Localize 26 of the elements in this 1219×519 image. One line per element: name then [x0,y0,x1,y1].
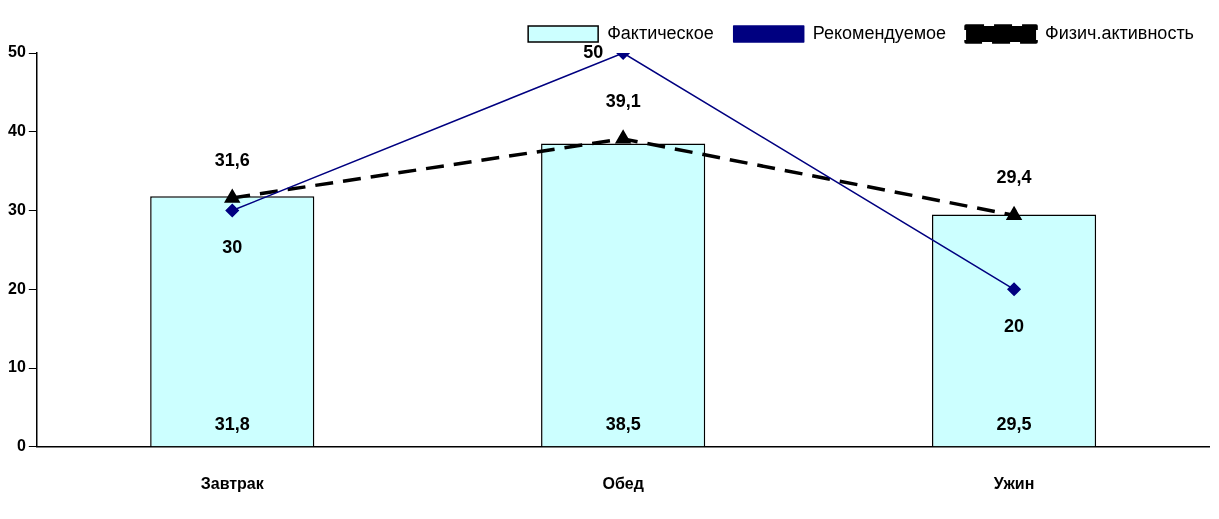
point [1007,207,1021,220]
y-tick-label: 0 [16,437,26,455]
data-label: 38,5 [605,413,641,434]
y-tick-label: 40 [8,122,26,140]
x-tick-label: Обед [602,474,644,492]
data-label: 20 [1004,316,1025,337]
data-label: 50 [583,41,604,62]
y-tick-label: 20 [8,279,26,297]
data-label: 31,6 [214,149,250,170]
x-tick-label: Завтрак [200,474,265,492]
x-tick-label: Ужин [993,474,1035,492]
y-tick-label: 30 [8,200,26,218]
y-tick-label: 10 [8,358,26,376]
data-label: 39,1 [605,90,641,111]
legend-label: Физич.активность [1045,22,1194,43]
data-label: 29,5 [996,413,1032,434]
point [616,131,631,144]
data-label: 31,8 [214,413,250,434]
point [1007,282,1021,297]
legend-label: Фактическое [607,22,714,43]
point [225,190,240,203]
legend-label: Рекомендуемое [812,22,947,43]
data-label: 30 [222,237,243,258]
point [225,203,239,218]
data-label: 29,4 [996,167,1032,188]
y-tick-label: 50 [8,43,26,61]
